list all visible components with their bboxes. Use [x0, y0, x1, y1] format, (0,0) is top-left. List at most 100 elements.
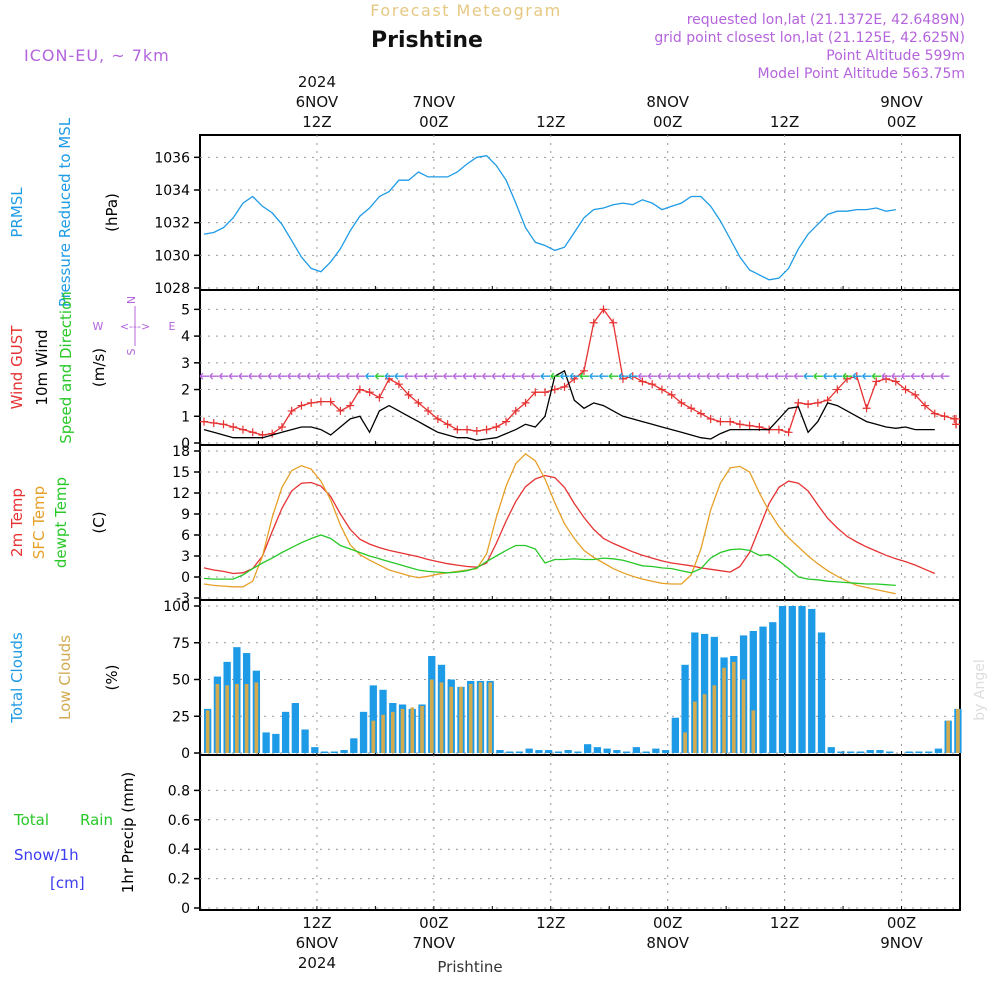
- gust-marker: [531, 388, 540, 397]
- wind-arrow: [667, 372, 677, 380]
- label-total: Total: [13, 811, 49, 829]
- gust-marker: [346, 401, 355, 410]
- low-cloud-bar: [381, 714, 385, 753]
- gust-marker: [433, 414, 442, 423]
- total-cloud-bar: [301, 729, 309, 753]
- low-cloud-bar: [400, 708, 405, 753]
- total-cloud-bar: [671, 717, 679, 753]
- low-cloud-bar: [712, 685, 717, 753]
- gust-marker: [872, 377, 881, 386]
- wind-arrow: [910, 372, 921, 380]
- wind-arrow: [725, 372, 736, 380]
- top-tick-label: 00Z: [653, 113, 682, 131]
- total-cloud-bar: [788, 606, 796, 753]
- wind-arrow: [238, 372, 248, 380]
- gust-marker: [911, 390, 920, 399]
- wind-arrow: [706, 372, 716, 380]
- panel-label: (m/s): [90, 348, 108, 387]
- low-cloud-bar: [390, 711, 395, 753]
- panel-label: Pressure Reduced to MSL: [56, 117, 74, 307]
- low-cloud-bar: [410, 707, 415, 753]
- wind-arrow: [258, 372, 268, 380]
- top-tick-label: 8NOV: [646, 93, 689, 111]
- panel-label: PRMSL: [8, 187, 26, 238]
- low-cloud-bar: [731, 661, 736, 753]
- gust-marker: [229, 422, 238, 431]
- total-cloud-bar: [603, 748, 611, 753]
- y-tick-label: 9: [181, 507, 190, 523]
- panel-temperature: -3 0 3 6 9 12 15 18 2m Temp SFC Temp dewpt Temp (C): [8, 444, 961, 607]
- panel-labels: Wind GUST 10m Wind Speed and Direction (m/s…: [8, 291, 108, 444]
- low-cloud-bar: [235, 683, 239, 753]
- gust-marker: [453, 425, 462, 434]
- y-tick-label: 1032: [154, 216, 190, 232]
- grid: [200, 600, 960, 755]
- low-cloud-bar: [741, 679, 746, 753]
- gust-marker: [287, 406, 296, 415]
- wind-arrow: [754, 372, 765, 380]
- wind-arrow: [374, 372, 385, 380]
- y-tick-label: 2: [181, 383, 190, 399]
- gust-marker: [774, 425, 783, 434]
- wind-arrow: [842, 372, 853, 380]
- wind-arrow: [530, 372, 541, 380]
- wind-arrow: [579, 372, 589, 380]
- total-cloud-bar: [749, 630, 757, 753]
- gust-marker: [677, 398, 686, 407]
- panel-label: 2m Temp: [8, 488, 26, 557]
- total-cloud-bar: [837, 751, 845, 753]
- wind-arrow: [384, 372, 395, 380]
- total-cloud-bar: [934, 748, 943, 753]
- total-cloud-bar: [515, 751, 524, 753]
- top-tick-label: 6NOV: [296, 93, 339, 111]
- y-tick-label: 1028: [154, 281, 190, 297]
- panel-label: Speed and Direction: [57, 291, 75, 444]
- gust-marker: [307, 398, 316, 407]
- point-altitude: Point Altitude 599m: [826, 48, 965, 64]
- top-tick-label: 12Z: [770, 113, 799, 131]
- bottom-tick-label: 8NOV: [646, 934, 689, 952]
- total-cloud-bar: [535, 750, 543, 753]
- wind-arrow: [881, 372, 892, 380]
- label-precip-unit: 1hr Precip (mm): [119, 772, 137, 893]
- wind-arrow: [228, 372, 239, 380]
- wind-arrow: [452, 372, 463, 380]
- series-line: [203, 534, 896, 587]
- compass: W E<--->NS: [93, 296, 176, 356]
- wind-arrow: [326, 372, 336, 380]
- panel-pressure: 1028 1030 1032 1034 1036 PRMSL Pressure Reduce…: [8, 117, 961, 307]
- wind-arrow: [219, 372, 229, 380]
- low-cloud-bar: [244, 683, 249, 753]
- cloud-bars: [204, 606, 962, 753]
- gust-marker: [472, 426, 481, 435]
- low-cloud-bar: [722, 667, 726, 753]
- series-line: [203, 308, 957, 436]
- total-cloud-bar: [272, 733, 280, 753]
- total-cloud-bar: [681, 664, 689, 753]
- gust-marker: [404, 390, 413, 399]
- wind-arrow: [345, 372, 356, 380]
- low-cloud-bar: [449, 686, 454, 753]
- gust-marker: [326, 397, 335, 406]
- top-tick-label: 7NOV: [413, 93, 456, 111]
- requested-coords: requested lon,lat (21.1372E, 42.6489N): [687, 12, 965, 28]
- total-cloud-bar: [291, 703, 299, 753]
- wind-arrow: [618, 372, 628, 380]
- wind-arrow: [491, 372, 502, 380]
- grid: [200, 445, 960, 600]
- y-tick-label: 0: [181, 570, 190, 586]
- wind-arrow: [774, 372, 784, 380]
- total-cloud-bar: [769, 622, 777, 753]
- model-altitude: Model Point Altitude 563.75m: [758, 66, 965, 82]
- wind-arrow: [764, 372, 775, 380]
- gust-marker: [316, 397, 325, 406]
- gust-marker: [648, 380, 657, 389]
- model-label: ICON-EU, ~ 7km: [24, 46, 170, 65]
- grid: [200, 755, 960, 910]
- y-tick-label: 50: [172, 673, 190, 689]
- panel-label: Wind GUST: [8, 325, 26, 410]
- gust-marker: [940, 412, 949, 421]
- gust-marker: [502, 417, 511, 426]
